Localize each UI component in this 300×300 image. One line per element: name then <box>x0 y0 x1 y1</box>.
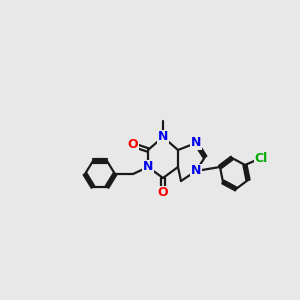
Text: Cl: Cl <box>254 152 268 164</box>
Text: O: O <box>158 187 168 200</box>
Text: N: N <box>191 136 201 149</box>
Text: N: N <box>191 164 201 178</box>
Text: N: N <box>143 160 153 173</box>
Text: N: N <box>158 130 168 143</box>
Text: O: O <box>128 139 138 152</box>
